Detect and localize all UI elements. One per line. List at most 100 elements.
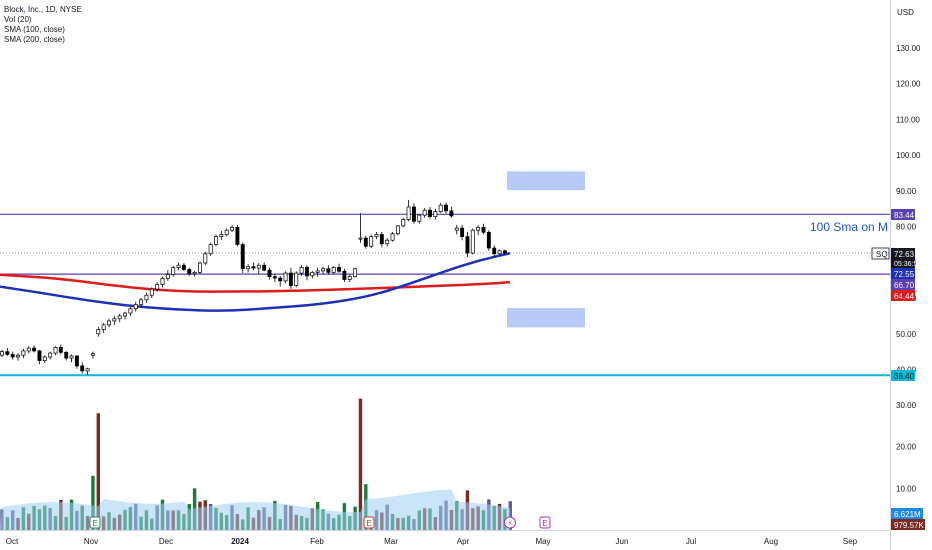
time-label: Mar [384,537,398,546]
candle-body [460,227,465,237]
volume-tick-label: 30.00 [896,401,917,410]
symbol-tag-box [871,247,890,260]
price-tick-label: 120.00 [896,80,921,89]
tag-countdown: 05:36:58 [894,261,921,268]
annotation-text[interactable]: 100 Sma on M [810,220,888,234]
candle-body [230,226,234,231]
candle-body [96,329,101,335]
legend-symbol[interactable]: Block, Inc., 1D, NYSE [4,5,82,14]
earnings-marker-label: E [92,519,97,528]
candle-body [262,264,267,271]
earnings-marker [539,516,551,529]
candle-body [390,233,395,241]
candle-body [502,250,507,254]
candle-body [486,231,491,249]
price-tick-label: 110.00 [896,115,920,124]
candle-body [353,268,358,277]
candle-body [272,276,277,279]
candle-body [321,268,325,272]
candle-body [433,211,438,217]
candle-body [208,244,213,255]
target-zones[interactable] [507,171,585,328]
candle-body [144,294,149,301]
candle-body [37,350,42,361]
dividend-marker [504,516,516,529]
candle-body [497,250,502,255]
price-tick-label: 80.00 [896,223,917,232]
price-tags: 83.44 SQ 72.63 05:36:58 72.55 66.70 64.4… [871,209,925,530]
symbol-tag: SQ [876,250,888,259]
candle-body [219,234,224,237]
candle-body [283,272,288,282]
candle-body [305,266,309,277]
candle-body [449,210,454,217]
legend-sma100[interactable]: SMA (100, close) [4,25,65,34]
candle-body [454,227,459,231]
candle-body [246,266,251,270]
candle-body [428,209,432,217]
event-markers[interactable]: E E E ⚡ [89,516,551,529]
tag-level-low: 38.40 [894,372,915,381]
volume-bar [358,398,363,530]
candle-body [139,299,144,305]
candle-body [406,206,411,220]
candle-body [422,209,427,216]
tag-level-mid: 66.70 [894,281,915,290]
moving-averages[interactable] [0,251,511,312]
candle-body [181,264,186,270]
dividend-marker-icon: ⚡ [507,519,513,528]
volume-ma-area [0,489,511,530]
horizontal-levels[interactable] [0,213,890,377]
candle-body [224,229,229,235]
candle-body [326,268,331,273]
time-label: Sep [843,537,858,546]
candle-body [74,355,79,367]
earnings-marker [89,516,101,529]
candle-body [155,284,160,290]
candle-body [278,277,283,282]
candle-body [26,347,31,352]
volume-bar [96,413,100,530]
sma100-line [0,251,511,312]
candle-body [299,266,304,274]
tag-last-price: 72.63 [894,250,915,259]
candle-body [21,350,26,356]
legend-volume[interactable]: Vol (20) [4,15,32,24]
candle-body [171,267,176,275]
candle-body [10,354,15,358]
candle-body [331,266,336,273]
candle-body [90,353,95,356]
tag-sma200-bg [891,290,915,301]
time-label: Nov [84,537,98,546]
candlesticks [0,199,507,375]
candle-body [342,270,347,280]
candle-body [58,347,63,353]
time-label: Jul [686,537,696,546]
candle-body [288,272,293,286]
tag-level-top-bg [891,209,915,220]
candle-body [481,226,486,233]
candle-body [192,271,197,275]
time-label: May [535,537,550,546]
candle-body [165,274,170,279]
candle-body [117,315,122,320]
candle-body [176,264,181,269]
candle-body [347,276,352,280]
candle-body [240,244,245,270]
candle-body [465,236,470,254]
candle-body [64,352,69,359]
price-tick-label: 100.00 [896,151,921,160]
candle-body [128,308,133,314]
candle-body [149,288,154,296]
legend-sma200[interactable]: SMA (200, close) [4,35,65,44]
earnings-marker-label: E [366,519,371,528]
currency-label[interactable]: USD [897,8,914,17]
candle-body [310,271,315,277]
candle-body [492,247,497,255]
time-label: Oct [6,537,19,546]
candle-body [5,351,10,355]
price-tick-label: 90.00 [896,187,917,196]
price-tick-label: 130.00 [896,44,921,53]
tag-level-mid-bg [891,279,915,290]
